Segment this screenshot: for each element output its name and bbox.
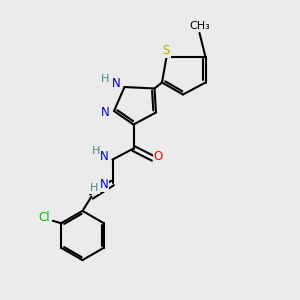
Text: N: N	[112, 77, 121, 90]
Text: N: N	[100, 178, 109, 191]
Text: O: O	[154, 150, 163, 164]
Text: N: N	[100, 106, 109, 119]
Text: Cl: Cl	[38, 211, 50, 224]
Text: CH₃: CH₃	[190, 21, 211, 32]
Text: N: N	[100, 150, 109, 163]
Text: H: H	[90, 183, 99, 193]
Text: S: S	[162, 44, 169, 57]
Text: H: H	[92, 146, 100, 156]
Text: H: H	[101, 74, 109, 85]
